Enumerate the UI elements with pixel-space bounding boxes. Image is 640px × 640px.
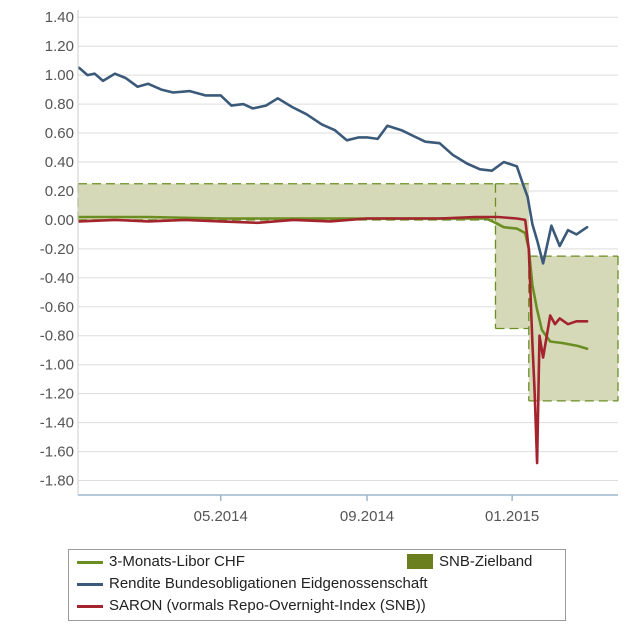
legend-label-saron: SARON (vormals Repo-Overnight-Index (SNB… [109, 597, 426, 614]
legend-swatch-band [407, 554, 433, 569]
y-tick-label: -1.40 [40, 415, 74, 432]
y-tick-label: 1.00 [45, 67, 74, 84]
y-tick-label: -0.60 [40, 299, 74, 316]
legend-swatch-libor [77, 561, 103, 564]
legend-label-band: SNB-Zielband [439, 553, 533, 570]
gridlines [78, 16, 618, 482]
x-tick-label: 01.2015 [485, 508, 539, 525]
y-axis-tick-labels: 1.40 1.20 1.00 0.80 0.60 0.40 0.20 0.00 -0.20 -0.… [40, 9, 74, 489]
band-segment [495, 183, 529, 329]
y-tick-label: -0.20 [40, 241, 74, 258]
series-line-rendite [77, 66, 589, 265]
axes [77, 10, 618, 501]
series-lines [77, 66, 589, 465]
y-tick-label: -1.80 [40, 473, 74, 490]
y-tick-label: 1.40 [45, 9, 74, 26]
band-segment [78, 183, 496, 220]
legend-label-rendite: Rendite Bundesobligationen Eidgenossensc… [109, 575, 428, 592]
x-tick-label: 09.2014 [340, 508, 394, 525]
series-line-saron [77, 215, 589, 465]
snb-target-band [77, 183, 619, 402]
x-axis-tick-labels: 05.2014 09.2014 01.2015 [194, 508, 540, 525]
y-tick-label: -1.20 [40, 386, 74, 403]
legend-label-libor: 3-Monats-Libor CHF [109, 553, 245, 570]
y-tick-label: 0.40 [45, 154, 74, 171]
series-line-libor [77, 215, 589, 351]
legend: 3-Monats-Libor CHF SNB-Zielband Rendite … [68, 549, 566, 621]
y-tick-label: 1.20 [45, 38, 74, 55]
y-tick-label: -1.60 [40, 444, 74, 461]
y-tick-label: -0.80 [40, 328, 74, 345]
legend-swatch-rendite [77, 583, 103, 586]
y-tick-label: 0.80 [45, 96, 74, 113]
y-tick-label: -1.00 [40, 357, 74, 374]
x-tick-label: 05.2014 [194, 508, 248, 525]
y-tick-label: -0.40 [40, 270, 74, 287]
y-tick-label: 0.00 [45, 212, 74, 229]
y-tick-label: 0.60 [45, 125, 74, 142]
y-tick-label: 0.20 [45, 183, 74, 200]
line-chart: 1.40 1.20 1.00 0.80 0.60 0.40 0.20 0.00 -0.20 -0.… [40, 9, 619, 525]
band-segment [528, 256, 618, 401]
legend-swatch-saron [77, 605, 103, 608]
